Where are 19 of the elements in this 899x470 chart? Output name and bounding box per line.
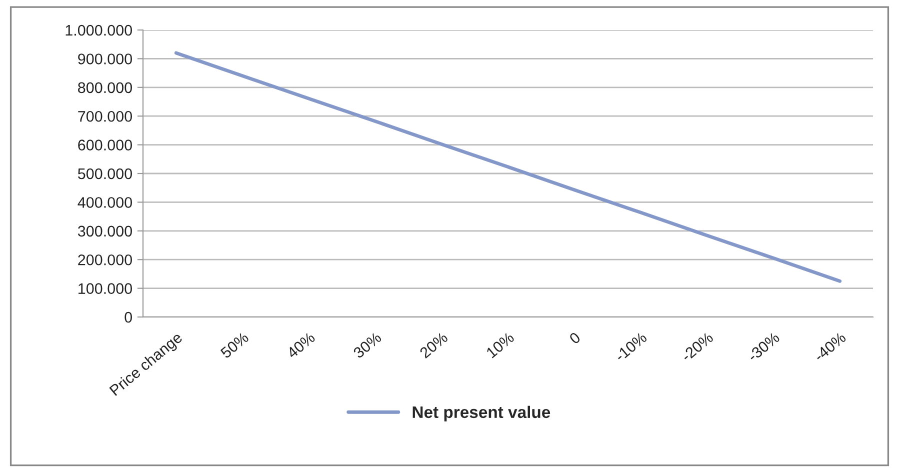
y-tick-label: 1.000.000 xyxy=(66,24,132,36)
y-tick-label: 400.000 xyxy=(78,197,132,208)
x-tick-label: 20% xyxy=(419,332,448,359)
y-tick-label: 900.000 xyxy=(78,54,132,64)
y-tick-label: 800.000 xyxy=(78,82,132,94)
y-tick-label: 100.000 xyxy=(78,283,132,294)
x-tick-label: 10% xyxy=(486,332,515,358)
y-tick-label: 500.000 xyxy=(78,168,132,180)
x-tick-label: 0 xyxy=(568,332,582,345)
y-tick-label: 700.000 xyxy=(78,110,132,122)
legend-label: Net present value xyxy=(412,406,550,422)
y-tick-label: 0 xyxy=(124,312,132,323)
line-series xyxy=(174,51,842,283)
x-tick-label: 50% xyxy=(220,332,250,359)
x-tick-label: 40% xyxy=(286,332,316,359)
y-tick-label: 300.000 xyxy=(78,226,132,237)
y-tick-label: 200.000 xyxy=(78,254,132,266)
x-tick-label: 30% xyxy=(352,332,382,359)
y-tick-label: 600.000 xyxy=(78,140,132,150)
